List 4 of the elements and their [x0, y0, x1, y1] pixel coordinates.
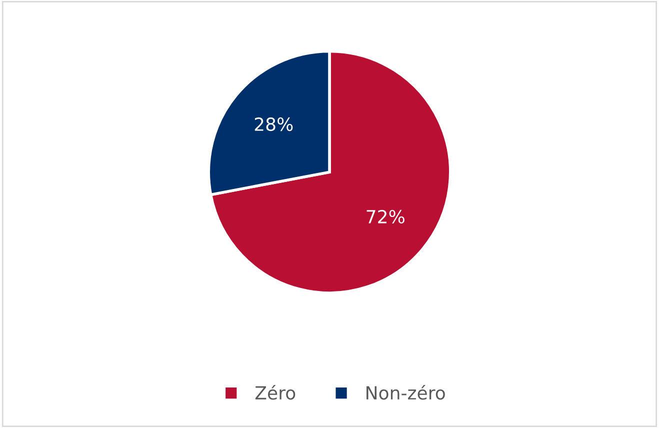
data-label: 28% [254, 117, 293, 132]
legend-label: Non-zéro [366, 384, 445, 400]
legend-label: Zéro [255, 384, 296, 400]
data-label: 72% [366, 210, 404, 224]
